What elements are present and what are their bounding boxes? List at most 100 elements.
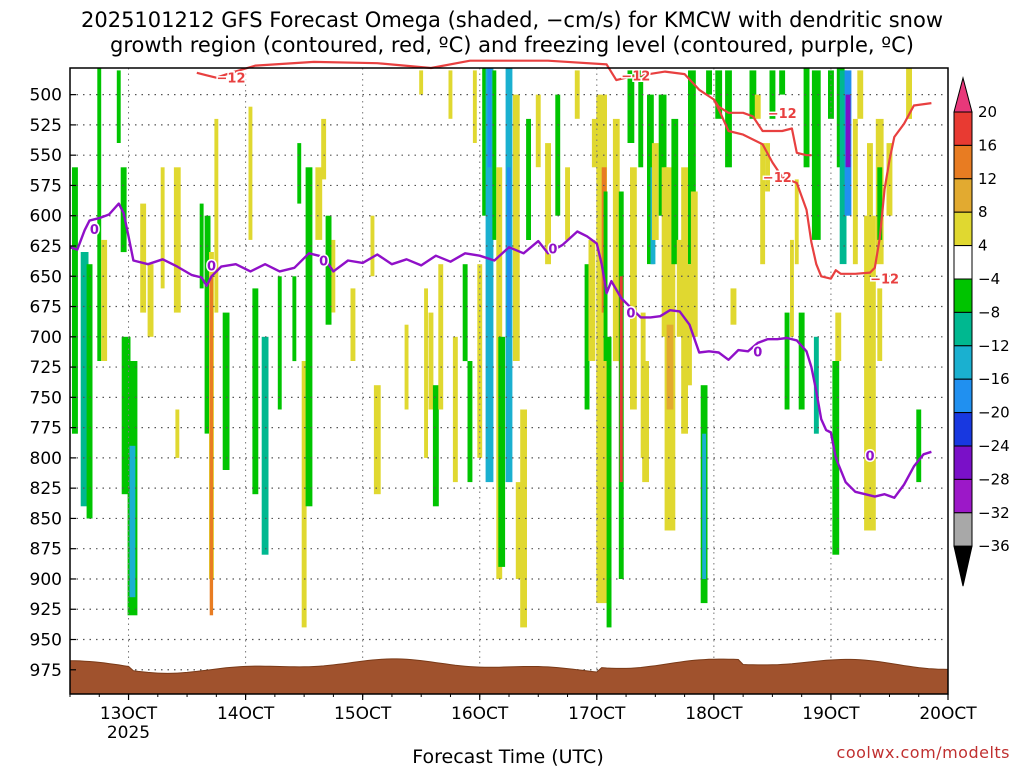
omega-cell — [545, 143, 551, 265]
colorbar-segment — [953, 245, 973, 280]
omega-cell — [706, 70, 712, 95]
credit-link[interactable]: coolwx.com/modelts — [837, 743, 1010, 762]
omega-cell — [424, 288, 428, 458]
omega-cell — [214, 118, 219, 313]
omega-cell — [520, 409, 527, 628]
omega-cell — [331, 239, 336, 313]
omega-cell — [173, 167, 181, 313]
omega-cell — [666, 324, 674, 410]
dendritic-contour-label: −12 — [763, 171, 792, 186]
omega-cell — [404, 324, 409, 410]
x-tick-label: 15OCT — [334, 704, 392, 724]
colorbar-label: −16 — [978, 370, 1010, 388]
chart-title-line-2: growth region (contoured, red, ºC) and f… — [110, 33, 914, 57]
dendritic-contour-label: −12 — [621, 69, 650, 84]
omega-cell — [690, 191, 698, 337]
omega-cell — [839, 70, 847, 265]
y-tick-label: 850 — [30, 509, 62, 529]
colorbar-bottom-arrow — [953, 545, 973, 587]
colorbar-segment — [953, 412, 973, 447]
colorbar-label: −8 — [978, 303, 1000, 321]
omega-cell — [325, 215, 332, 325]
y-tick-label: 775 — [30, 419, 62, 439]
omega-cell — [492, 70, 497, 240]
omega-cell — [467, 361, 473, 483]
omega-cell — [867, 143, 873, 216]
omega-cell — [248, 106, 253, 240]
omega-cell — [630, 167, 637, 410]
omega-cell — [754, 94, 761, 119]
omega-cell — [373, 385, 381, 495]
omega-cell — [638, 70, 644, 168]
y-axis: 500 525 550 575 600 625 650 675 700 725 750 775 800 8… — [30, 86, 76, 681]
plot-area: −12 −12 −12 −12 −12 0 0 0 0 0 0 0 — [69, 59, 949, 695]
omega-cell — [292, 276, 297, 362]
omega-cell — [86, 264, 93, 519]
colorbar-segment — [953, 211, 973, 247]
colorbar-segment — [953, 345, 973, 380]
omega-cell — [779, 70, 786, 95]
colorbar-top-arrow — [953, 76, 973, 113]
omega-cell — [80, 252, 89, 507]
freezing-contour-label: 0 — [865, 450, 874, 465]
colorbar-label: −32 — [978, 504, 1010, 522]
ground-terrain — [69, 658, 949, 695]
colorbar-label: 12 — [978, 170, 997, 188]
freezing-level-line — [69, 202, 932, 499]
colorbar-label: −24 — [978, 437, 1010, 455]
omega-cell — [588, 239, 596, 361]
colorbar-segment — [953, 378, 973, 414]
colorbar-segment — [953, 111, 973, 146]
omega-cell — [811, 70, 821, 240]
dendritic-contour-label: −12 — [768, 107, 797, 122]
omega-cell — [315, 167, 323, 240]
omega-cell — [798, 312, 805, 410]
omega-cell — [671, 118, 679, 265]
omega-cell — [877, 167, 883, 240]
y-tick-label: 525 — [30, 116, 62, 136]
omega-cell — [877, 288, 883, 361]
omega-cell — [350, 288, 356, 361]
omega-cell — [485, 68, 494, 483]
y-tick-label: 600 — [30, 207, 62, 227]
dendritic-contour-label: −12 — [217, 72, 246, 87]
omega-cell — [452, 336, 458, 483]
y-tick-label: 750 — [30, 388, 62, 408]
colorbar-label: 8 — [978, 203, 988, 221]
omega-cell — [305, 167, 313, 507]
omega-cell — [596, 94, 607, 604]
freezing-contour-label: 0 — [626, 307, 635, 322]
omega-cell — [845, 94, 851, 168]
y-tick-label: 575 — [30, 177, 62, 197]
omega-cell — [507, 167, 511, 337]
omega-cell — [702, 433, 707, 579]
x-tick-label: 19OCT — [802, 704, 860, 724]
colorbar-segment — [953, 445, 973, 480]
omega-cell — [813, 336, 819, 434]
freezing-contour-label: 0 — [207, 259, 216, 274]
y-tick-label: 800 — [30, 449, 62, 469]
colorbar-segment — [953, 278, 973, 313]
omega-cell — [462, 264, 468, 362]
colorbar-label: 4 — [978, 237, 988, 255]
omega-cell — [482, 68, 488, 216]
omega-cell — [101, 239, 108, 361]
colorbar-segment — [953, 144, 973, 180]
colorbar-label: −36 — [978, 537, 1010, 555]
colorbar-segment — [953, 478, 973, 514]
x-tick-label: 18OCT — [685, 704, 743, 724]
colorbar: 20 16 12 8 4 −4 −8 −12 −16 −20 −24 −28 −32 −36 — [953, 76, 1010, 587]
omega-cell — [584, 264, 590, 410]
colorbar-label: −20 — [978, 404, 1010, 422]
colorbar-segment — [953, 512, 973, 547]
omega-cell — [301, 361, 307, 628]
omega-cell — [906, 68, 912, 119]
x-axis-title: Forecast Time (UTC) — [412, 746, 603, 768]
y-tick-label: 900 — [30, 570, 62, 590]
colorbar-segment — [953, 178, 973, 213]
omega-cell — [432, 385, 439, 507]
y-tick-label: 975 — [30, 661, 62, 681]
omega-cell — [129, 445, 136, 598]
